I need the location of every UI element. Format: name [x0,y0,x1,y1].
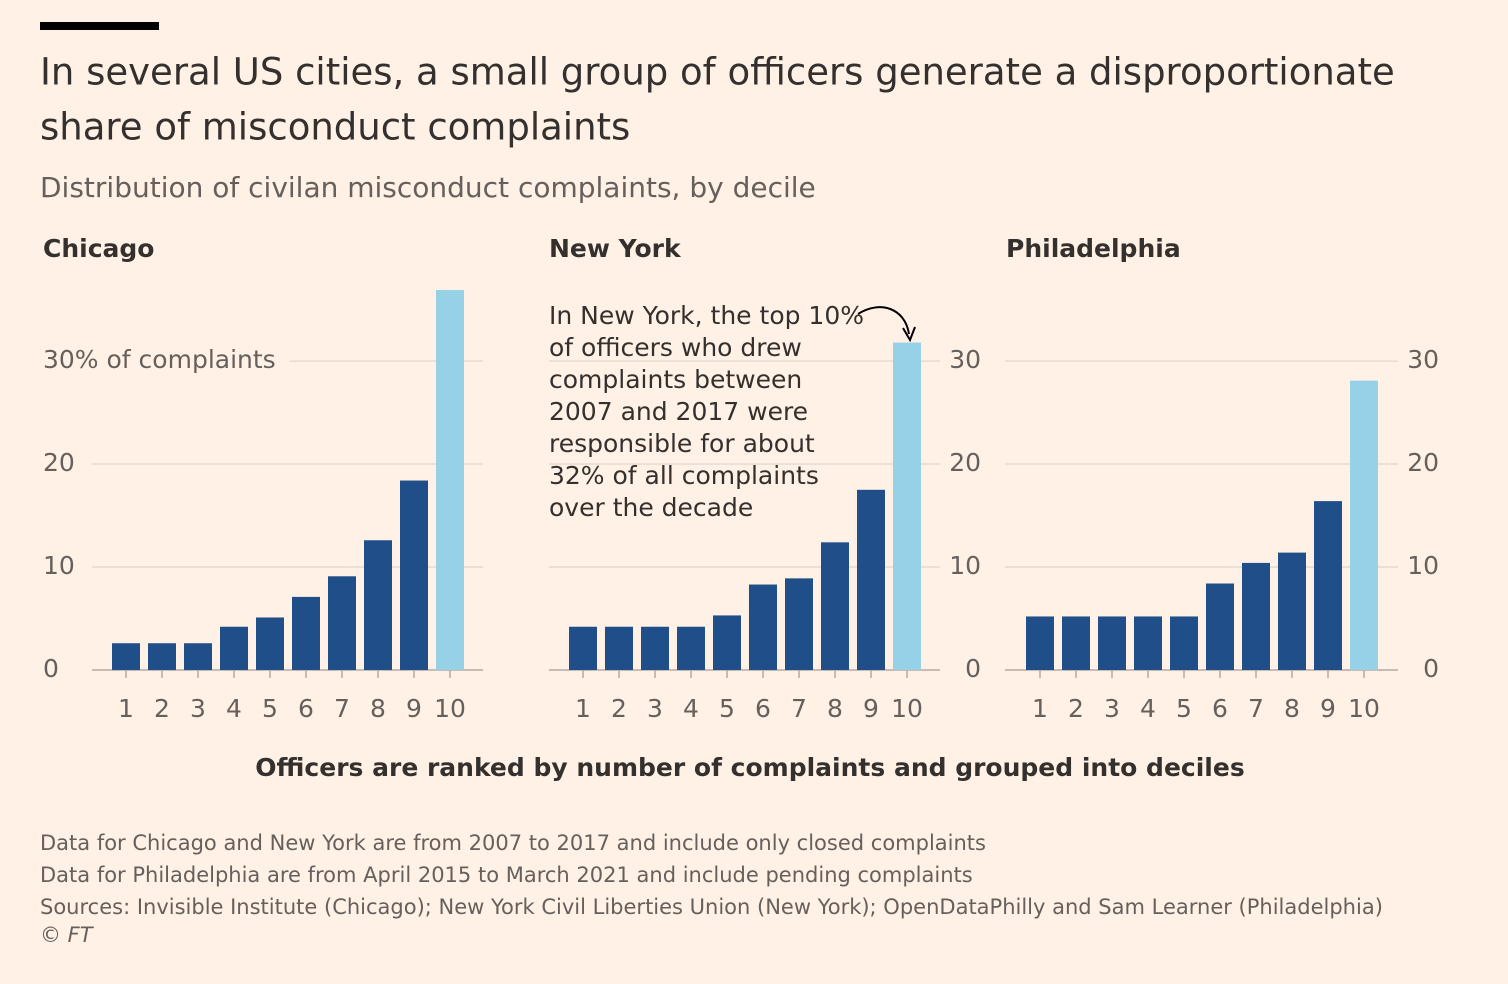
panel-title: Chicago [43,234,154,263]
annotation: 2007 and 2017 were [549,397,808,426]
x-tick-label: 1 [575,694,591,723]
x-tick-label: 3 [647,694,663,723]
y-tick-label: 20 [949,448,981,477]
x-tick-label: 7 [1248,694,1264,723]
x-tick-label: 5 [262,694,278,723]
bar [1134,616,1162,670]
bar [785,578,813,670]
x-tick-label: 2 [154,694,170,723]
x-tick-label: 5 [719,694,735,723]
x-tick-label: 8 [370,694,386,723]
x-tick-label: 4 [683,694,699,723]
bar [677,626,705,670]
x-tick-label: 6 [755,694,771,723]
y-tick-label: 20 [1407,448,1439,477]
x-tick-label: 5 [1176,694,1192,723]
annotation: 32% of all complaints [549,461,819,490]
bar [1350,380,1378,670]
annotation-arrowhead [902,326,916,343]
annotation: complaints between [549,365,802,394]
bar [893,342,921,670]
bar [364,540,392,670]
x-tick-label: 10 [891,694,923,723]
y-tick-label: 10 [1407,551,1439,580]
x-tick-label: 3 [190,694,206,723]
subtitle: Distribution of civilan misconduct compl… [40,171,816,204]
bar [436,290,464,670]
x-tick-label: 9 [406,694,422,723]
bar [148,643,176,670]
bar [641,626,669,670]
note: Data for Philadelphia are from April 201… [40,863,973,887]
y-tick-label: 30% of complaints [43,345,276,374]
bar [1242,562,1270,670]
bar [1062,616,1090,670]
bar [713,615,741,670]
x-tick-label: 1 [118,694,134,723]
x-tick-label: 1 [1032,694,1048,723]
x-tick-label: 10 [1348,694,1380,723]
x-tick-label: 9 [863,694,879,723]
bar [400,480,428,670]
y-tick-label: 20 [43,448,75,477]
bar [605,626,633,670]
note: © FT [40,923,95,947]
bar [749,584,777,670]
x-tick-label: 2 [1068,694,1084,723]
x-tick-label: 8 [827,694,843,723]
y-tick-label: 10 [43,551,75,580]
x-tick-label: 10 [434,694,466,723]
annotation-arrow [857,306,910,335]
bar [821,542,849,670]
y-tick-label: 0 [965,654,981,683]
y-tick-label: 30 [1407,345,1439,374]
chart-title: share of misconduct complaints [40,106,630,149]
panel-title: Philadelphia [1006,234,1181,263]
top-rule [40,22,159,30]
x-tick-label: 2 [611,694,627,723]
annotation: responsible for about [549,429,815,458]
x-tick-label: 7 [334,694,350,723]
x-tick-label: 8 [1284,694,1300,723]
annotation: In New York, the top 10% [549,301,864,330]
bar [292,596,320,670]
bar [220,626,248,670]
x-axis-label: Officers are ranked by number of complai… [255,753,1244,782]
bar [1098,616,1126,670]
bar [569,626,597,670]
note: Sources: Invisible Institute (Chicago); … [40,895,1383,919]
bar [328,576,356,670]
bar [1206,583,1234,670]
bar [1170,616,1198,670]
panel-title: New York [549,234,682,263]
chart-title: In several US cities, a small group of o… [40,51,1395,94]
bar [184,643,212,670]
x-tick-label: 9 [1320,694,1336,723]
annotation: of officers who drew [549,333,802,362]
bar [1278,552,1306,670]
x-tick-label: 7 [791,694,807,723]
x-tick-label: 4 [1140,694,1156,723]
bar [1314,501,1342,670]
note: Data for Chicago and New York are from 2… [40,831,986,855]
x-tick-label: 6 [298,694,314,723]
x-tick-label: 3 [1104,694,1120,723]
x-tick-label: 6 [1212,694,1228,723]
bar [112,643,140,670]
annotation: over the decade [549,493,753,522]
y-tick-label: 10 [949,551,981,580]
y-tick-label: 0 [1423,654,1439,683]
bar [1026,616,1054,670]
bar [857,489,885,670]
y-tick-label: 30 [949,345,981,374]
y-tick-label: 0 [43,654,59,683]
bar [256,617,284,670]
x-tick-label: 4 [226,694,242,723]
